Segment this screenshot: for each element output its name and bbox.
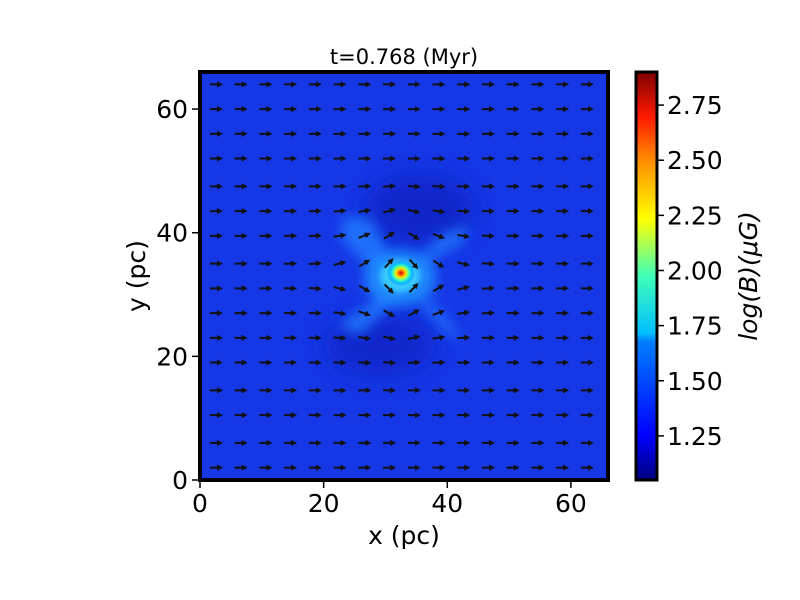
chart-title: t=0.768 (Myr) [330, 45, 478, 69]
field-arrow [358, 335, 372, 342]
field-arrow [382, 183, 397, 190]
field-arrow [457, 208, 471, 215]
heatmap-plot-area [200, 72, 608, 480]
field-arrow [358, 183, 372, 190]
field-arrow [407, 359, 421, 366]
colorbar-tick-label: 2.75 [667, 91, 723, 120]
field-arrow [481, 310, 495, 317]
field-arrow [382, 359, 397, 366]
field-arrow [408, 258, 419, 270]
field-arrow [333, 260, 347, 267]
field-arrow [481, 285, 495, 292]
y-tick-label: 60 [156, 95, 188, 124]
field-arrow [382, 207, 396, 214]
field-arrow [408, 232, 420, 240]
field-arrow [481, 260, 495, 267]
field-arrow [457, 334, 471, 341]
y-axis-label: y (pc) [122, 240, 151, 312]
colorbar-tick-label: 1.75 [667, 312, 723, 341]
heatmap-core [387, 260, 415, 286]
field-arrow [407, 334, 421, 341]
y-axis-ticks: 0 20 40 60 [156, 95, 200, 495]
field-arrow [333, 285, 347, 292]
y-tick-label: 40 [156, 219, 188, 248]
field-arrow [383, 231, 395, 240]
field-arrow [382, 335, 396, 342]
field-arrow [383, 309, 396, 317]
heatmap-x-structure-upper-right [418, 224, 470, 262]
field-arrow [432, 309, 446, 316]
field-arrow [432, 334, 446, 341]
field-arrow [333, 334, 347, 341]
colorbar-tick-label: 2.25 [667, 201, 723, 230]
x-tick-label: 0 [192, 489, 208, 518]
x-axis-ticks: 0 20 40 60 [192, 480, 587, 518]
field-arrow [308, 232, 322, 239]
x-tick-label: 40 [431, 489, 463, 518]
field-arrow [407, 309, 420, 317]
colorbar-tick-label: 2.50 [667, 146, 723, 175]
field-arrow [481, 232, 495, 239]
plot-frame [198, 70, 610, 482]
field-arrow [432, 208, 446, 215]
field-arrow [407, 183, 421, 190]
field-arrow [358, 259, 371, 268]
vector-field [209, 81, 594, 471]
field-arrow [358, 284, 371, 293]
field-arrow [308, 285, 322, 292]
x-tick-label: 60 [555, 489, 587, 518]
field-arrow [358, 310, 371, 317]
y-tick-label: 0 [172, 466, 188, 495]
field-arrow [333, 207, 347, 214]
x-axis-label: x (pc) [368, 521, 440, 550]
x-tick-label: 20 [308, 489, 340, 518]
field-arrow [432, 259, 445, 268]
field-arrow [384, 258, 394, 269]
colorbar-tick-label: 1.50 [667, 367, 723, 396]
field-arrow [457, 285, 471, 291]
field-arrow [407, 208, 421, 215]
field-arrow [432, 183, 446, 190]
field-arrow [308, 310, 322, 317]
field-arrow [408, 283, 419, 293]
heatmap-x-structure-lower-right [420, 300, 462, 340]
colorbar-tick-label: 2.00 [667, 256, 723, 285]
field-arrow [308, 260, 322, 267]
field-arrow [457, 309, 471, 316]
colorbar-label: log(B)(μG) [734, 211, 763, 341]
field-arrow [383, 283, 394, 294]
field-arrow [457, 233, 471, 240]
field-arrow [333, 310, 347, 317]
field-arrow [457, 261, 470, 267]
colorbar-ticks: 1.25 1.50 1.75 2.00 2.25 2.50 2.75 [657, 91, 723, 451]
field-arrow [432, 232, 446, 240]
field-arrow [333, 232, 347, 239]
colorbar [634, 70, 659, 482]
field-arrow [432, 284, 445, 293]
field-arrow [358, 207, 372, 214]
field-arrow [358, 232, 371, 239]
colorbar-tick-label: 1.25 [667, 422, 723, 451]
y-tick-label: 20 [156, 342, 188, 371]
